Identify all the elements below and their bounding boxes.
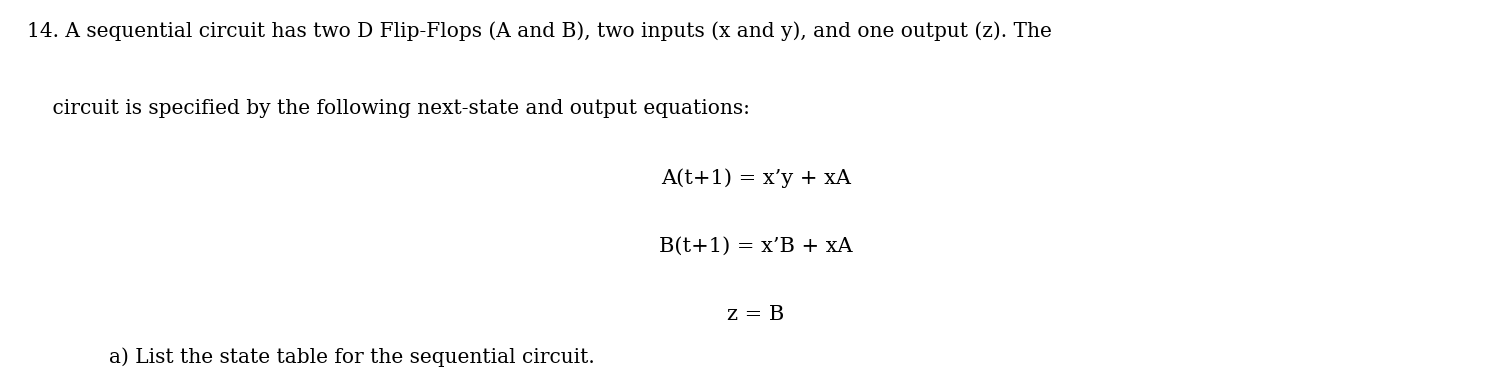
Text: 14. A sequential circuit has two D Flip-Flops (A and B), two inputs (x and y), a: 14. A sequential circuit has two D Flip-… <box>27 21 1052 41</box>
Text: circuit is specified by the following next-state and output equations:: circuit is specified by the following ne… <box>27 99 750 118</box>
Text: a) List the state table for the sequential circuit.: a) List the state table for the sequenti… <box>109 347 594 367</box>
Text: z = B: z = B <box>727 305 785 324</box>
Text: A(t+1) = x’y + xA: A(t+1) = x’y + xA <box>661 169 851 189</box>
Text: B(t+1) = x’B + xA: B(t+1) = x’B + xA <box>659 237 853 256</box>
